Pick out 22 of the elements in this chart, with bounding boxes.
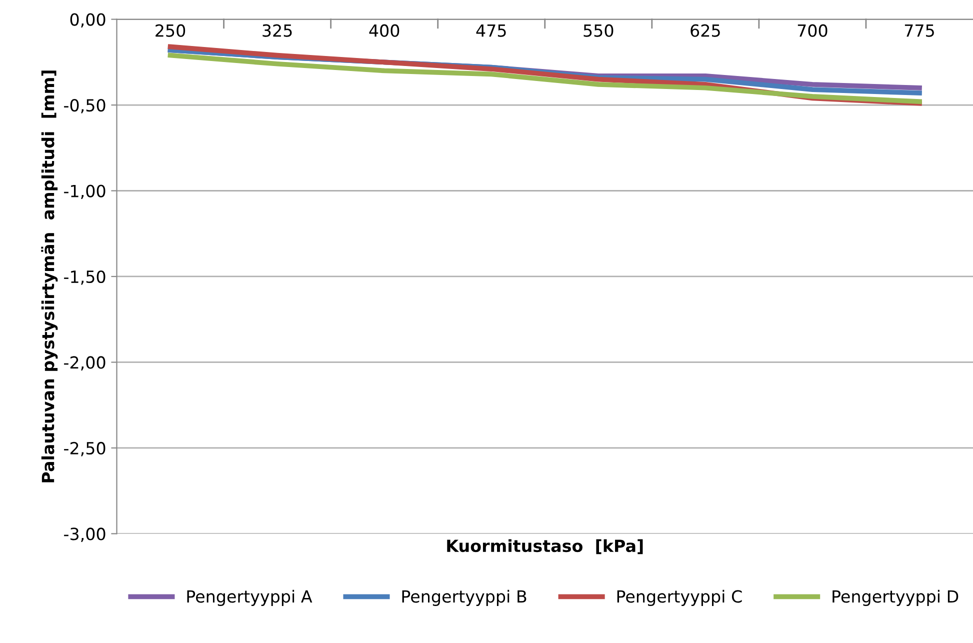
x-tick-label: 400 [369,24,400,37]
x-tick-label: 475 [476,24,506,37]
y-axis-title: Palautuvan pystysiirtymän amplitudi [mm] [41,70,58,482]
x-tick-label: 550 [584,24,614,37]
x-axis-title: Kuormitustaso [kPa] [447,539,643,554]
legend-label: Pengertyyppi D [832,590,958,606]
y-tick-label: -0,50 [64,98,106,114]
y-tick-label: 0,00 [70,13,106,28]
legend-label: Pengertyyppi B [402,590,526,606]
y-tick-label: -2,00 [64,356,106,370]
legend-label: Pengertyyppi C [617,590,742,606]
x-tick-label: 325 [262,24,292,37]
x-tick-label: 625 [690,24,720,37]
y-tick-label: -1,00 [64,184,106,200]
line-series [168,52,922,104]
x-tick-label: 775 [904,24,934,37]
y-tick-label: -2,50 [64,442,106,456]
x-tick-label: 250 [156,24,186,37]
y-tick-label: -1,50 [64,270,106,285]
legend-label: Pengertyyppi A [187,590,312,606]
x-tick-label: 700 [798,24,828,37]
y-tick-label: -3,00 [64,528,106,542]
